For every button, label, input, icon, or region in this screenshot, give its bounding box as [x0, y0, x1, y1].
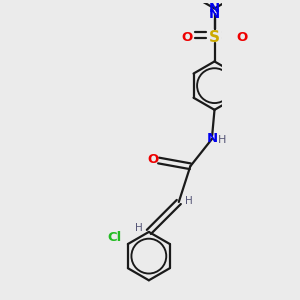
Text: H: H — [185, 196, 193, 206]
Text: O: O — [236, 31, 247, 44]
Text: N: N — [209, 2, 220, 15]
Text: H: H — [135, 223, 142, 233]
Text: O: O — [147, 153, 158, 167]
Text: S: S — [209, 30, 220, 45]
Text: N: N — [207, 131, 218, 145]
Text: Cl: Cl — [107, 231, 121, 244]
Text: O: O — [182, 31, 193, 44]
Text: N: N — [209, 8, 220, 21]
Text: H: H — [218, 135, 226, 145]
